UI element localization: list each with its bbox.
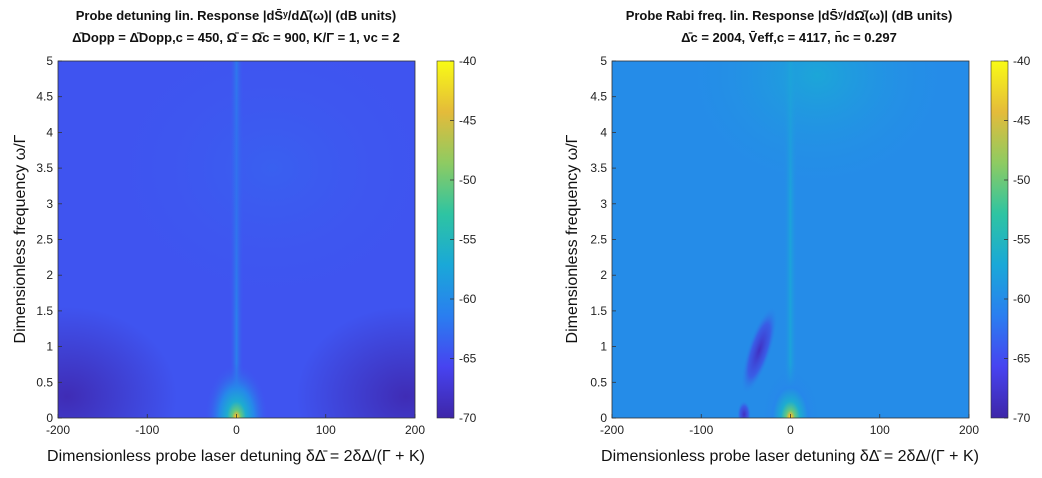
y-tick-label: 1 [46,340,53,354]
y-tick-label: 3.5 [36,161,53,175]
colorbar-tick-label: -70 [459,411,477,425]
right-y-axis-label: Dimensionless frequency ω/Γ [564,134,581,343]
right-heatmap-area [612,61,969,418]
y-tick-label: 2.5 [590,233,607,247]
colorbar-tick-label: -40 [1013,54,1031,68]
y-tick-label: 2.5 [36,233,53,247]
left-y-axis-label: Dimensionless frequency ω/Γ [12,134,29,343]
left-x-axis: -200 -100 0 100 200 [46,414,425,437]
y-tick-label: 3.5 [590,161,607,175]
colorbar-tick-label: -65 [1013,352,1031,366]
heatmap-peak [758,363,823,418]
x-tick-label: 0 [233,423,240,437]
right-chart-title-line2: Δ̄c = 2004, V̄eff,c = 4117, n̄c = 0.297 [681,30,897,45]
x-tick-label: 200 [405,423,425,437]
right-chart-title-line1: Probe Rabi freq. lin. Response |dS̄ʸ/dΩ̄… [626,8,953,23]
right-colorbar-ticks: -70 -65 -60 -55 -50 -45 -40 [1004,54,1031,425]
heatmap-light-region [92,61,415,319]
y-tick-label: 5 [46,54,53,68]
y-tick-label: 4.5 [36,90,53,104]
colorbar-tick-label: -60 [459,292,477,306]
y-tick-label: 3 [600,197,607,211]
y-tick-label: 0 [46,411,53,425]
left-y-axis: 0 0.5 1 1.5 2 2.5 3 3.5 4 4.5 5 [36,54,62,425]
left-chart-title-line2: Δ̄Dopp = Δ̄Dopp,c = 450, Ω̄ = Ω̄c = 900,… [72,30,400,45]
left-chart-title-line1: Probe detuning lin. Response |dS̄ʸ/dΔ̄(ω… [76,8,396,23]
y-tick-label: 4.5 [590,90,607,104]
colorbar-tick-label: -55 [459,233,477,247]
x-tick-label: 100 [870,423,890,437]
colorbar-tick-label: -50 [1013,173,1031,187]
colorbar-tick-label: -60 [1013,292,1031,306]
y-tick-label: 2 [46,268,53,282]
x-tick-label: -200 [600,423,624,437]
heatmap-dark-region [58,306,177,418]
heatmap-dark-spot [737,400,752,418]
right-x-axis: -200 -100 0 100 200 [600,414,979,437]
colorbar-tick-label: -65 [459,352,477,366]
y-tick-label: 1.5 [36,304,53,318]
y-tick-label: 3 [46,197,53,211]
y-tick-label: 0 [600,411,607,425]
y-tick-label: 1 [600,340,607,354]
x-tick-label: -100 [689,423,713,437]
colorbar-tick-label: -70 [1013,411,1031,425]
colorbar-tick-label: -50 [459,173,477,187]
colorbar-tick-label: -45 [1013,114,1031,128]
y-tick-label: 4 [600,125,607,139]
x-tick-label: -200 [46,423,70,437]
heatmap-dark-region [296,306,415,418]
heatmap-dark-streak [741,306,778,395]
x-tick-label: 0 [787,423,794,437]
left-x-axis-label: Dimensionless probe laser detuning δΔ̄ =… [47,448,425,465]
right-chart-panel: Probe Rabi freq. lin. Response |dS̄ʸ/dΩ̄… [521,0,1042,478]
heatmap-light-region [677,61,958,196]
heatmap-peak [204,363,269,418]
y-tick-label: 2 [600,268,607,282]
left-heatmap-chart: Probe detuning lin. Response |dS̄ʸ/dΔ̄(ω… [12,8,477,465]
right-y-axis: 0 0.5 1 1.5 2 2.5 3 3.5 4 4.5 5 [590,54,616,425]
x-tick-label: 100 [316,423,336,437]
colorbar-tick-label: -40 [459,54,477,68]
y-tick-label: 4 [46,125,53,139]
colorbar-tick-label: -45 [459,114,477,128]
y-tick-label: 0.5 [36,375,53,389]
colorbar-tick-label: -55 [1013,233,1031,247]
y-tick-label: 1.5 [590,304,607,318]
x-tick-label: -100 [135,423,159,437]
right-x-axis-label: Dimensionless probe laser detuning δΔ̄ =… [601,448,979,465]
x-tick-label: 200 [959,423,979,437]
left-chart-panel: Probe detuning lin. Response |dS̄ʸ/dΔ̄(ω… [12,8,477,465]
left-heatmap-area [58,61,415,418]
y-tick-label: 0.5 [590,375,607,389]
left-colorbar-ticks: -70 -65 -60 -55 -50 -45 -40 [450,54,477,425]
y-tick-label: 5 [600,54,607,68]
right-heatmap-chart: Probe Rabi freq. lin. Response |dS̄ʸ/dΩ̄… [564,8,1031,465]
